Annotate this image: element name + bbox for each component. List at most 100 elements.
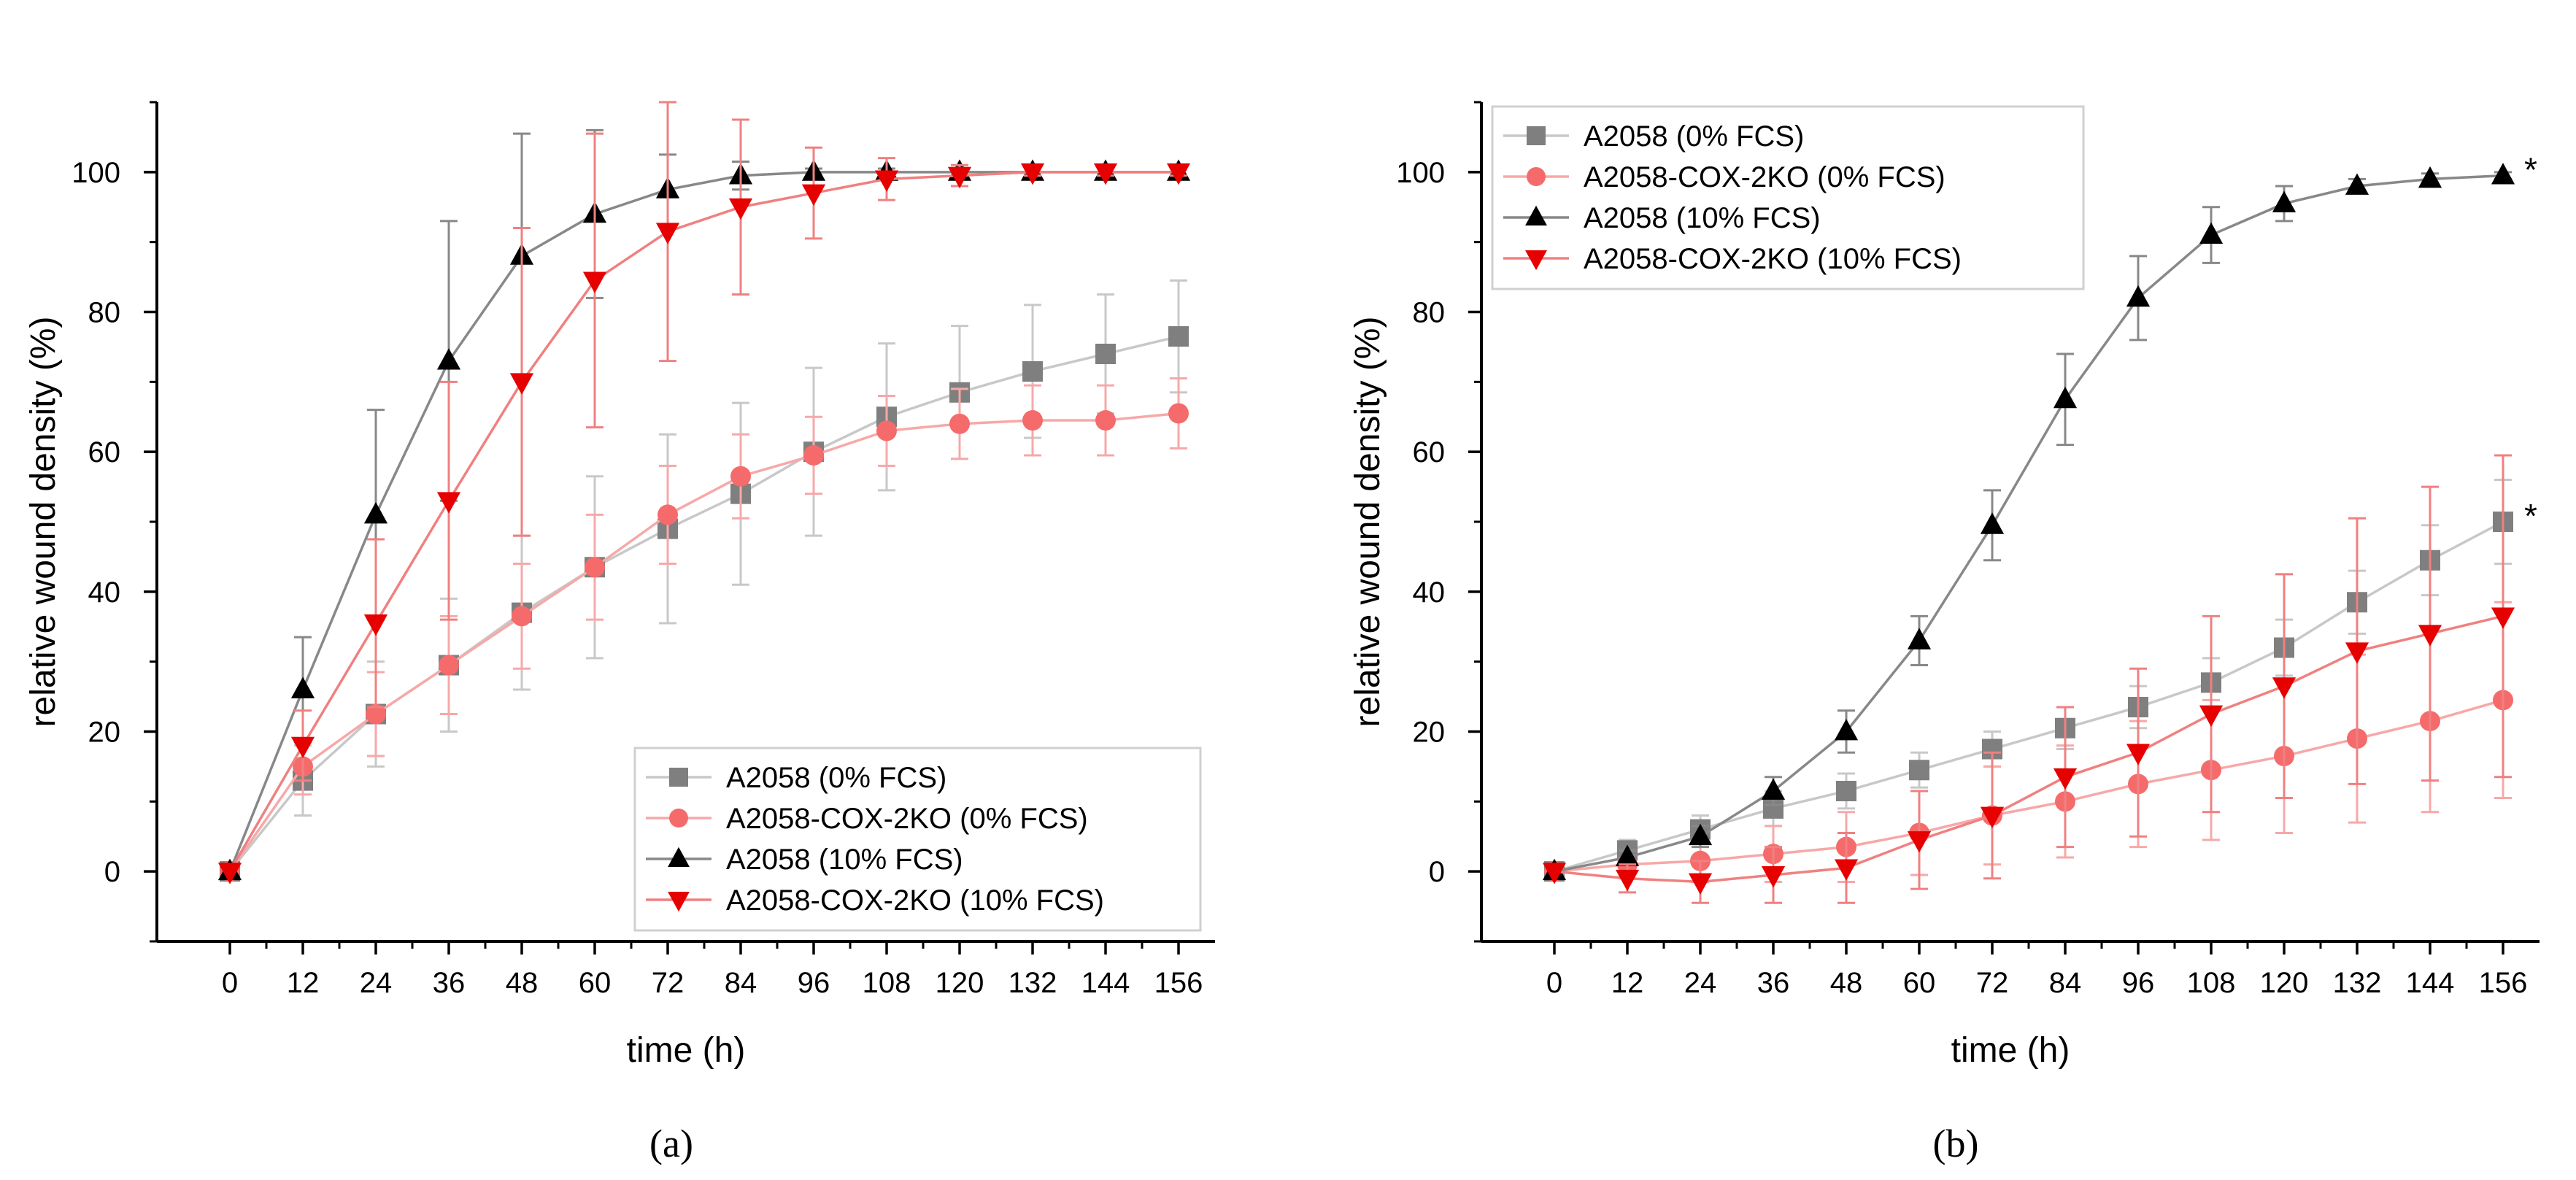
y-axis-title: relative wound density (%) [1349, 317, 1387, 728]
data-point [1763, 798, 1783, 819]
data-point [801, 184, 826, 207]
data-point [876, 420, 897, 441]
data-point [290, 676, 315, 698]
data-point [1688, 873, 1713, 895]
x-tick-label: 84 [725, 967, 757, 999]
x-tick-label: 132 [2333, 967, 2382, 999]
series-line [1554, 698, 2504, 873]
x-axis-title: time (h) [627, 1031, 746, 1070]
data-point [2418, 625, 2442, 647]
data-point [949, 413, 970, 434]
x-tick-label: 72 [1976, 967, 2009, 999]
series-3 [217, 101, 1191, 884]
data-point [1980, 806, 2005, 828]
x-tick-label: 48 [506, 967, 539, 999]
x-tick-label: 144 [2406, 967, 2455, 999]
series-1 [220, 377, 1189, 882]
data-point [1834, 719, 1859, 741]
data-point [1836, 780, 1856, 801]
data-point [1761, 778, 1786, 800]
legend-marker [668, 847, 690, 868]
data-point [1615, 869, 1640, 892]
legend: A2058 (0% FCS) A2058-COX-2KO (0% FCS) A205… [1491, 105, 2085, 290]
y-tick-label: 0 [104, 856, 120, 888]
data-point [363, 501, 388, 524]
data-point [2272, 190, 2297, 212]
data-point [439, 655, 459, 676]
data-point [366, 703, 386, 725]
data-point [582, 271, 607, 293]
x-tick-label: 36 [433, 967, 466, 999]
data-point [2126, 744, 2151, 766]
legend-marker [1527, 167, 1546, 186]
legend-label: A2058-COX-2KO (10% FCS) [726, 884, 1104, 917]
data-point [1982, 739, 2002, 760]
y-tick-label: 20 [88, 717, 121, 749]
data-point [655, 223, 680, 244]
series-line [1554, 614, 2504, 884]
x-tick-label: 24 [1684, 967, 1717, 999]
data-point [363, 614, 388, 636]
x-tick-label: 120 [2260, 967, 2309, 999]
x-tick-label: 60 [579, 967, 612, 999]
annotation: * [2524, 497, 2537, 535]
series-line [228, 412, 1179, 873]
data-point [1022, 410, 1043, 431]
legend-item-3: A2058-COX-2KO (10% FCS) [1503, 243, 1962, 275]
y-axis-title: relative wound density (%) [24, 317, 63, 728]
legend-box [1491, 105, 2085, 290]
data-point [2491, 607, 2515, 629]
legend-label: A2058 (10% FCS) [726, 844, 963, 876]
x-tick-label: 0 [1546, 967, 1562, 999]
data-point [509, 373, 534, 395]
series-line [1554, 174, 2504, 873]
data-point [1020, 163, 1045, 185]
data-point [217, 863, 242, 884]
y-tick-label: 60 [1413, 436, 1446, 468]
x-tick-label: 72 [652, 967, 685, 999]
data-point [658, 504, 678, 525]
data-point [436, 492, 461, 514]
legend-marker [1527, 126, 1546, 145]
data-point [2199, 705, 2224, 728]
x-tick-label: 48 [1830, 967, 1863, 999]
data-point [1542, 863, 1567, 884]
x-tick-label: 96 [2122, 967, 2155, 999]
data-point [1095, 410, 1116, 431]
y-tick-label: 100 [1396, 157, 1445, 189]
caption-a: (a) [649, 1122, 693, 1165]
series-0 [1544, 479, 2513, 882]
x-tick-label: 144 [1081, 967, 1130, 999]
x-tick-label: 36 [1757, 967, 1790, 999]
data-point [1688, 823, 1713, 846]
caption-b: (b) [1933, 1122, 1979, 1165]
legend-label: A2058 (10% FCS) [1584, 202, 1821, 234]
y-tick-label: 80 [1413, 297, 1446, 329]
legend-item-2: A2058 (10% FCS) [646, 844, 963, 876]
data-point [803, 444, 824, 466]
data-point [436, 348, 461, 370]
data-point [1907, 831, 1932, 853]
panel-b-chart: 0 12 24 36 48 60 72 84 96 108 120 132 144 156 0 20 40 60 8… [1349, 101, 2540, 1070]
legend: A2058 (0% FCS) A2058-COX-2KO (0% FCS) A205… [633, 747, 1202, 932]
legend-label: A2058-COX-2KO (0% FCS) [1584, 161, 1946, 193]
data-point [1909, 760, 1929, 781]
data-point [874, 170, 899, 192]
data-point [1615, 844, 1640, 866]
y-tick-label: 0 [1429, 856, 1445, 888]
y-tick-label: 100 [72, 157, 120, 189]
x-tick-label: 156 [2479, 967, 2528, 999]
legend-marker [669, 809, 688, 828]
x-tick-label: 120 [936, 967, 984, 999]
data-point [2053, 768, 2078, 790]
x-tick-label: 24 [360, 967, 393, 999]
x-tick-label: 84 [2049, 967, 2082, 999]
legend-item-1: A2058-COX-2KO (0% FCS) [646, 803, 1088, 835]
legend-label: A2058-COX-2KO (10% FCS) [1584, 243, 1962, 275]
y-tick-label: 40 [1413, 576, 1446, 609]
legend-marker [1525, 205, 1547, 226]
data-point [2418, 166, 2442, 188]
data-point [512, 606, 532, 627]
legend-marker [1525, 250, 1547, 271]
